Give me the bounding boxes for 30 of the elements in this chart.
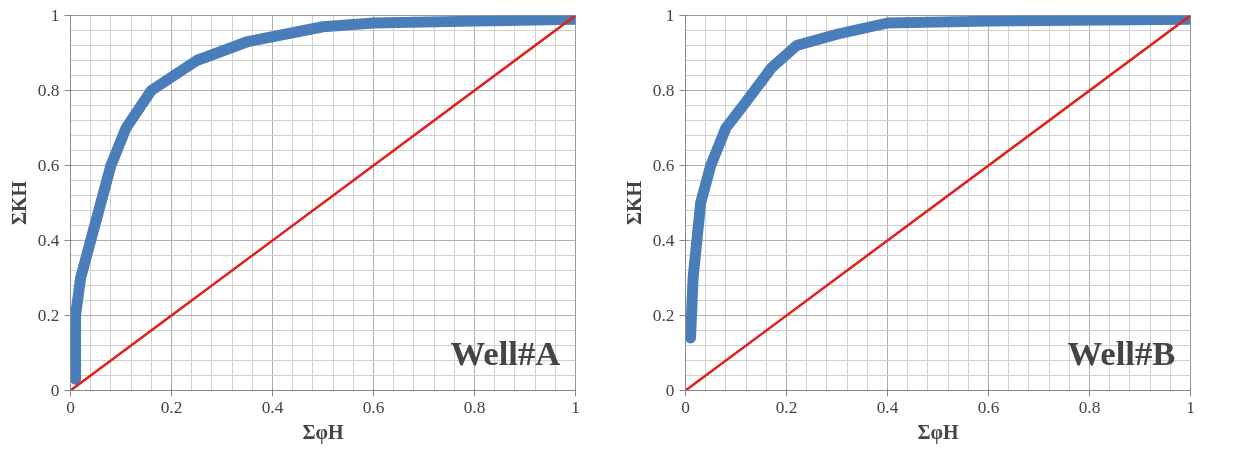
y-tick-label: 0.2 xyxy=(652,306,675,325)
y-tick-label: 0.8 xyxy=(37,81,60,100)
y-tick-label: 0 xyxy=(50,381,60,400)
annotation: Well#B xyxy=(1067,333,1176,372)
x-tick-label: 0 xyxy=(66,397,75,417)
y-tick-label: 0.8 xyxy=(652,81,675,100)
x-tick-label: 0.2 xyxy=(160,397,183,417)
x-axis-title: ΣφH xyxy=(302,420,344,444)
x-tick-label: 0 xyxy=(681,397,690,417)
x-tick-label: 0.8 xyxy=(1078,397,1101,417)
y-tick-label: 0.2 xyxy=(37,306,60,325)
y-tick-label: 0.6 xyxy=(652,156,675,175)
y-tick-label: 0.4 xyxy=(652,231,675,250)
x-tick-label: 0.8 xyxy=(463,397,486,417)
x-tick-label: 0.6 xyxy=(362,397,385,417)
x-axis-title: ΣφH xyxy=(917,420,959,444)
y-tick-label: 0.6 xyxy=(37,156,60,175)
x-tick-label: 1 xyxy=(1186,397,1195,417)
x-tick-label: 0.2 xyxy=(775,397,798,417)
x-tick-label: 0.6 xyxy=(977,397,1000,417)
y-tick-label: 1 xyxy=(665,6,675,25)
y-tick-label: 1 xyxy=(50,6,60,25)
y-tick-label: 0 xyxy=(665,381,675,400)
x-tick-label: 0.4 xyxy=(876,397,899,417)
x-tick-label: 0.4 xyxy=(261,397,284,417)
x-tick-label: 1 xyxy=(571,397,580,417)
y-tick-label: 0.4 xyxy=(37,231,60,250)
y-axis-title: ΣKH xyxy=(622,180,645,226)
y-axis-title: ΣKH xyxy=(7,180,30,226)
annotation: Well#A xyxy=(450,333,561,372)
